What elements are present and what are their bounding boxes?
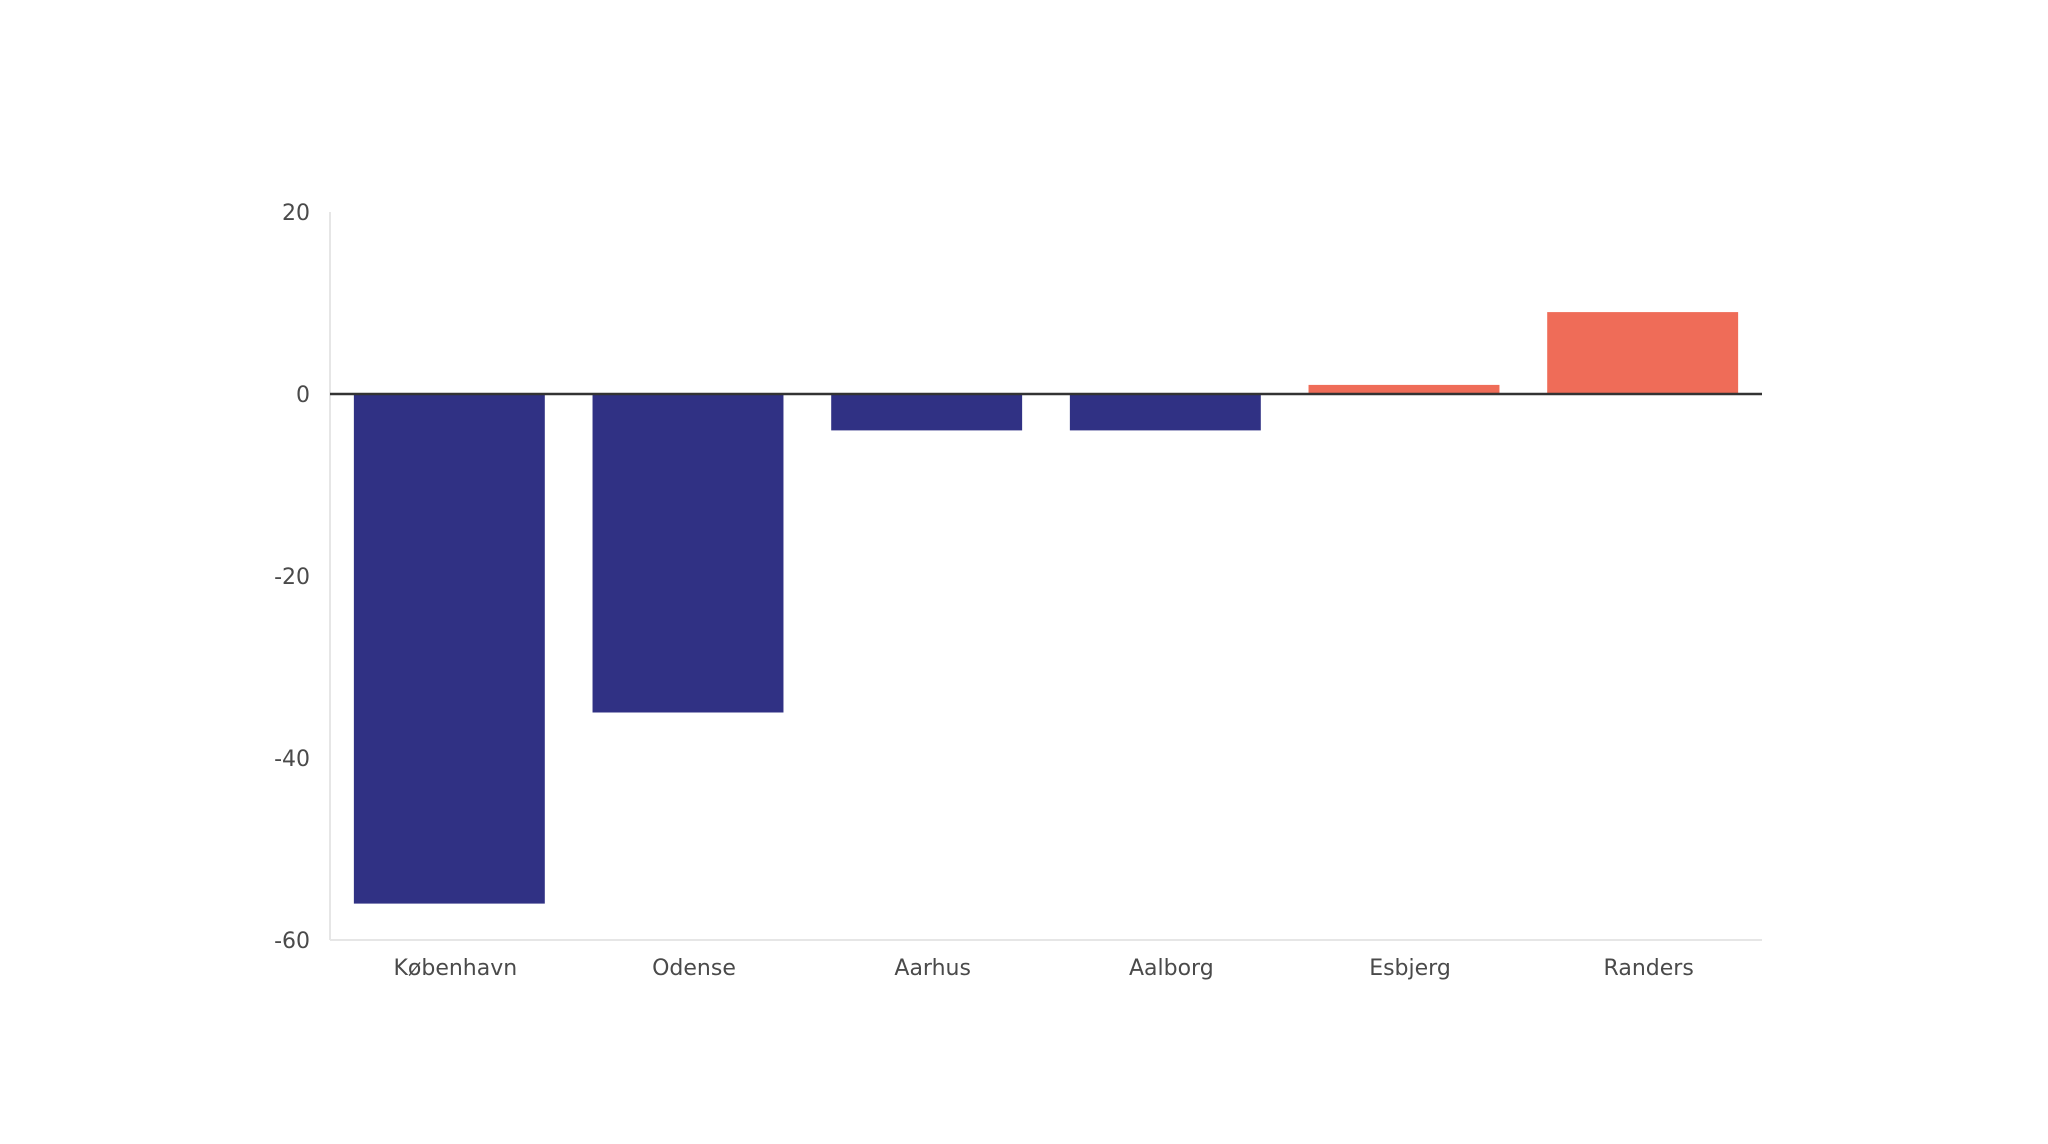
x-category-label: Odense	[652, 956, 736, 981]
y-tick-label: -20	[274, 565, 310, 590]
x-category-label: Aarhus	[894, 956, 971, 981]
y-tick-label: 0	[296, 383, 310, 408]
bar-aarhus	[831, 394, 1023, 431]
y-tick-labels: 20 0 -20 -40 -60	[274, 201, 310, 954]
bar-randers	[1547, 312, 1739, 394]
y-tick-label: -40	[274, 747, 310, 772]
y-tick-label: 20	[282, 201, 310, 226]
x-category-label: Randers	[1604, 956, 1694, 981]
bar-odense	[592, 394, 784, 713]
y-tick-label: -60	[274, 929, 310, 954]
bar-københavn	[353, 394, 545, 904]
x-category-label: København	[393, 956, 517, 981]
bars	[353, 312, 1739, 904]
category-labels: København Odense Aarhus Aalborg Esbjerg Rande…	[393, 956, 1693, 981]
bar-aalborg	[1069, 394, 1261, 431]
x-category-label: Aalborg	[1129, 956, 1214, 981]
bar-esbjerg	[1308, 384, 1500, 394]
x-category-label: Esbjerg	[1369, 956, 1451, 981]
